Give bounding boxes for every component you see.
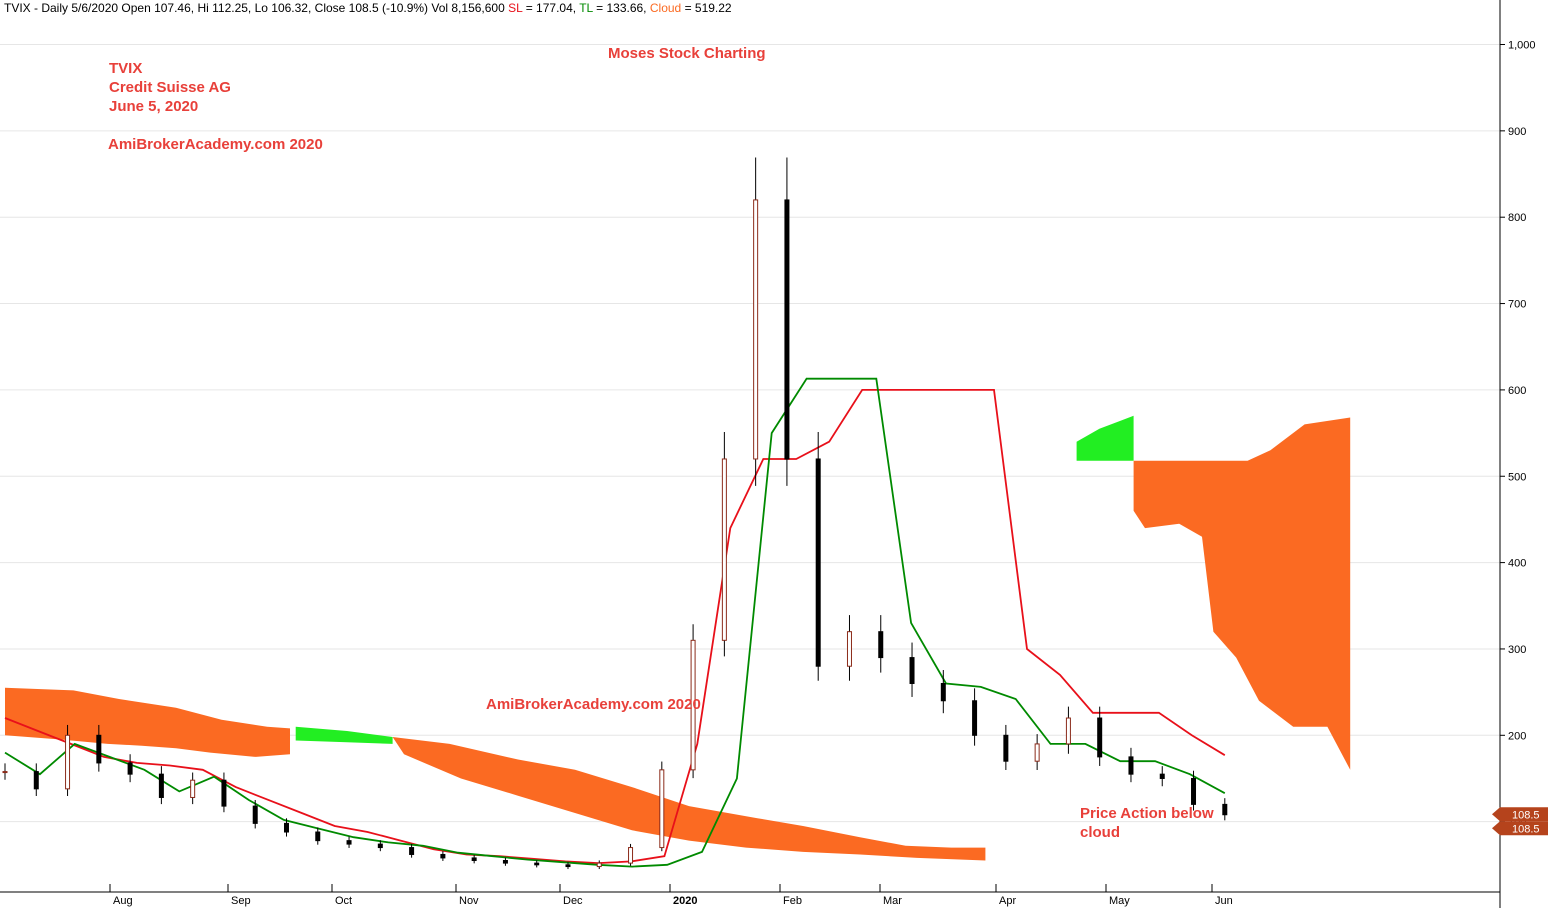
- candlesticks: [2, 157, 1228, 870]
- cloud-segment: [392, 737, 986, 861]
- indicator-lines: [4, 377, 1226, 868]
- candle-body: [596, 862, 602, 868]
- sl-label: SL: [508, 1, 523, 15]
- candle-body: [1097, 717, 1103, 758]
- cloud-label: Cloud: [649, 1, 682, 15]
- sl-line: [4, 389, 1226, 865]
- candle-body: [1222, 803, 1228, 816]
- candle-body: [1034, 743, 1040, 762]
- x-tick-label: Nov: [459, 895, 479, 907]
- cloud-segment: [295, 726, 393, 744]
- y-tick-label: 500: [1508, 471, 1526, 483]
- annotation-note-line1: Price Action below: [1080, 805, 1214, 822]
- header-symbol-line: TVIX - Daily 5/6/2020 Open 107.46, Hi 11…: [4, 1, 505, 15]
- candle-body: [972, 700, 978, 736]
- candle-body: [659, 769, 665, 849]
- candle-body: [409, 847, 415, 855]
- x-tick-label: Oct: [335, 895, 352, 907]
- candle-body: [815, 458, 821, 667]
- candle-body: [565, 864, 571, 868]
- cloud-segment: [1133, 417, 1351, 770]
- candle-body: [628, 847, 634, 864]
- tl-value: = 133.66,: [596, 1, 647, 15]
- candle-body: [221, 779, 227, 807]
- candle-body: [346, 840, 352, 845]
- candle-body: [190, 779, 196, 798]
- y-tick-label: 300: [1508, 644, 1526, 656]
- candle-body: [690, 639, 696, 771]
- candle-body: [471, 857, 477, 862]
- chart-header: TVIX - Daily 5/6/2020 Open 107.46, Hi 11…: [4, 1, 732, 15]
- y-tick-label: 600: [1508, 385, 1526, 397]
- y-axis-ticks: 1002003004005006007008009001,000: [1500, 40, 1536, 829]
- axes: [0, 0, 1501, 908]
- price-tag: [1492, 807, 1548, 822]
- x-tick-label: May: [1109, 895, 1130, 907]
- annotation-note-line2: cloud: [1080, 824, 1120, 841]
- x-tick-label: Sep: [231, 895, 251, 907]
- annotation-ticker: TVIX: [109, 60, 143, 77]
- candle-body: [721, 458, 727, 641]
- annotation-site-top: AmiBrokerAcademy.com 2020: [108, 136, 323, 153]
- annotation-company: Credit Suisse AG: [109, 79, 231, 96]
- x-tick-label: Feb: [783, 895, 802, 907]
- candle-body: [1003, 734, 1009, 762]
- x-tick-label: Dec: [563, 895, 583, 907]
- price-tag-label: 108.5: [1512, 823, 1540, 835]
- y-tick-label: 400: [1508, 558, 1526, 570]
- candle-body: [252, 805, 258, 824]
- candle-body: [127, 762, 133, 775]
- price-tags: 108.5 108.5: [1492, 807, 1548, 836]
- y-tick-label: 800: [1508, 212, 1526, 224]
- y-tick-label: 200: [1508, 730, 1526, 742]
- x-tick-label: Mar: [883, 895, 902, 907]
- candle-body: [283, 822, 289, 833]
- y-tick-label: 700: [1508, 299, 1526, 311]
- x-tick-label: Apr: [999, 895, 1016, 907]
- tl-label: TL: [579, 1, 593, 15]
- candle-body: [878, 631, 884, 659]
- candle-body: [33, 771, 39, 790]
- candle-body: [1128, 756, 1134, 775]
- x-tick-label: 2020: [673, 895, 697, 907]
- candle-body: [96, 734, 102, 764]
- sl-value: = 177.04,: [525, 1, 577, 15]
- candle-body: [753, 199, 759, 460]
- candle-body: [1191, 777, 1197, 805]
- candle-body: [2, 771, 8, 774]
- candle-body: [1065, 717, 1071, 745]
- candle-body: [534, 862, 540, 866]
- candle-body: [65, 734, 71, 790]
- x-axis-ticks: Aug Sep Oct Nov Dec 2020 Feb Mar Apr May Jun: [109, 884, 1233, 907]
- candle-body: [440, 853, 446, 859]
- candle-body: [909, 657, 915, 684]
- candle-body: [502, 860, 508, 864]
- candle-body: [158, 773, 164, 798]
- cloud-segment: [1076, 415, 1134, 461]
- price-tag: [1492, 821, 1548, 836]
- cloud-segment: [5, 687, 290, 757]
- x-tick-label: Aug: [113, 895, 133, 907]
- tl-line: [4, 377, 1226, 868]
- y-tick-label: 900: [1508, 126, 1526, 138]
- annotation-site-mid: AmiBrokerAcademy.com 2020: [486, 696, 701, 713]
- x-tick-label: Jun: [1215, 895, 1233, 907]
- candle-body: [315, 831, 321, 842]
- candle-body: [784, 199, 790, 460]
- annotation-date: June 5, 2020: [109, 98, 199, 115]
- y-tick-label: 1,000: [1508, 40, 1536, 52]
- candle-body: [940, 682, 946, 702]
- ichimoku-cloud: [5, 415, 1351, 861]
- candle-body: [377, 843, 383, 849]
- annotation-title: Moses Stock Charting: [608, 45, 766, 62]
- candle-body: [846, 631, 852, 667]
- cloud-value: = 519.22: [684, 1, 732, 15]
- candle-body: [1159, 773, 1165, 779]
- price-tag-label: 108.5: [1512, 809, 1540, 821]
